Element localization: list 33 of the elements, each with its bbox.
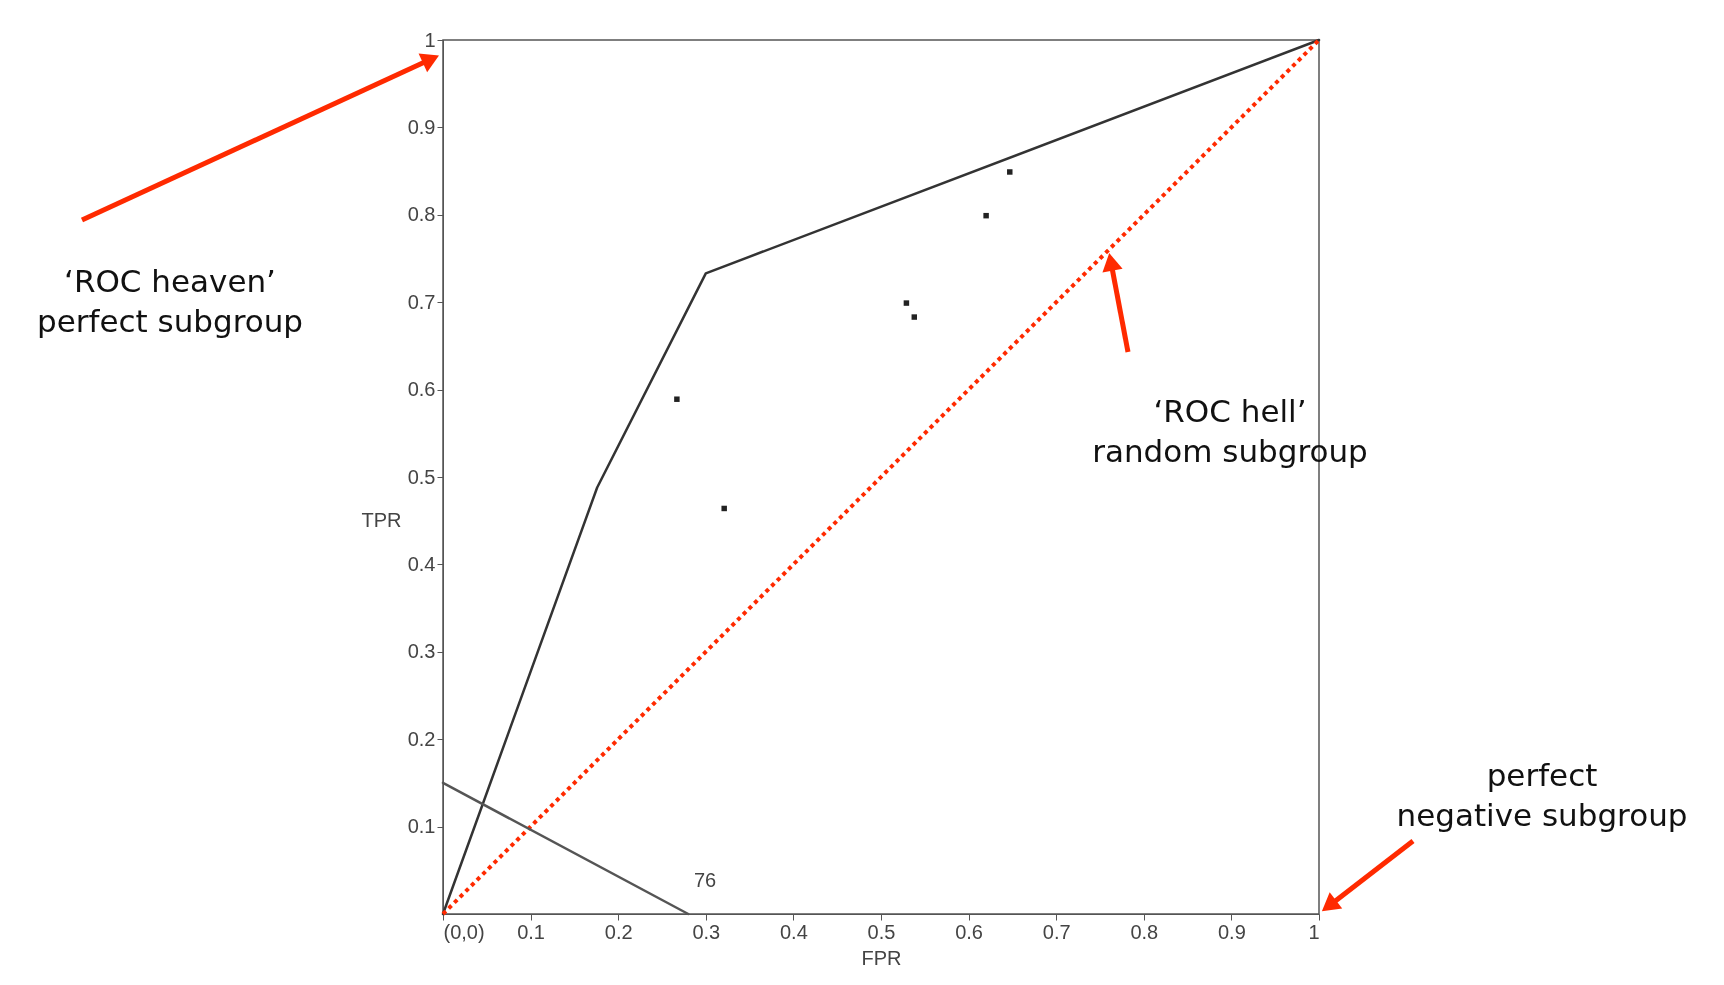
point [911,314,918,320]
y-axis-title: TPR [361,509,402,532]
annotation: ‘ROC hell’ random subgroup [1092,393,1368,469]
y-tick-label: 0.5 [407,465,436,488]
point [1007,169,1013,175]
y-tick-label: 0.9 [407,115,436,138]
y-tick-label: 0.1 [407,815,436,838]
x-tick-label: 0.1 [517,920,546,943]
x-tick-label: 0.6 [955,920,984,943]
x-tick-label: 0.8 [1130,920,1159,943]
point [721,505,727,512]
x-tick-label: (0,0) [443,920,485,943]
y-tick-label: 0.8 [407,203,436,226]
y-tick-label: 0.6 [407,378,436,401]
annotation: 76 [693,869,717,891]
x-tick-label: 0.3 [692,920,721,943]
point [983,212,989,219]
x-tick-label: 0.2 [604,920,633,943]
x-axis-title: FPR [861,946,902,969]
y-tick-label: 0.2 [407,727,436,750]
point [674,396,680,402]
x-tick-label: 0.7 [1042,920,1071,943]
y-tick-label: 0.4 [407,552,436,575]
y-tick-label: 0.7 [407,290,436,313]
x-tick-label: 0.9 [1217,920,1246,943]
y-tick-label: 1 [424,28,436,51]
x-tick-label: 0.5 [867,920,896,943]
text: perfect negative subgroup [1396,757,1688,833]
x-tick-label: 1 [1308,920,1320,943]
y-tick-label: 0.3 [407,640,436,663]
text: ‘ROC heaven’ perfect subgroup [36,263,304,339]
x-tick-label: 0.4 [779,920,808,943]
point [903,300,910,306]
